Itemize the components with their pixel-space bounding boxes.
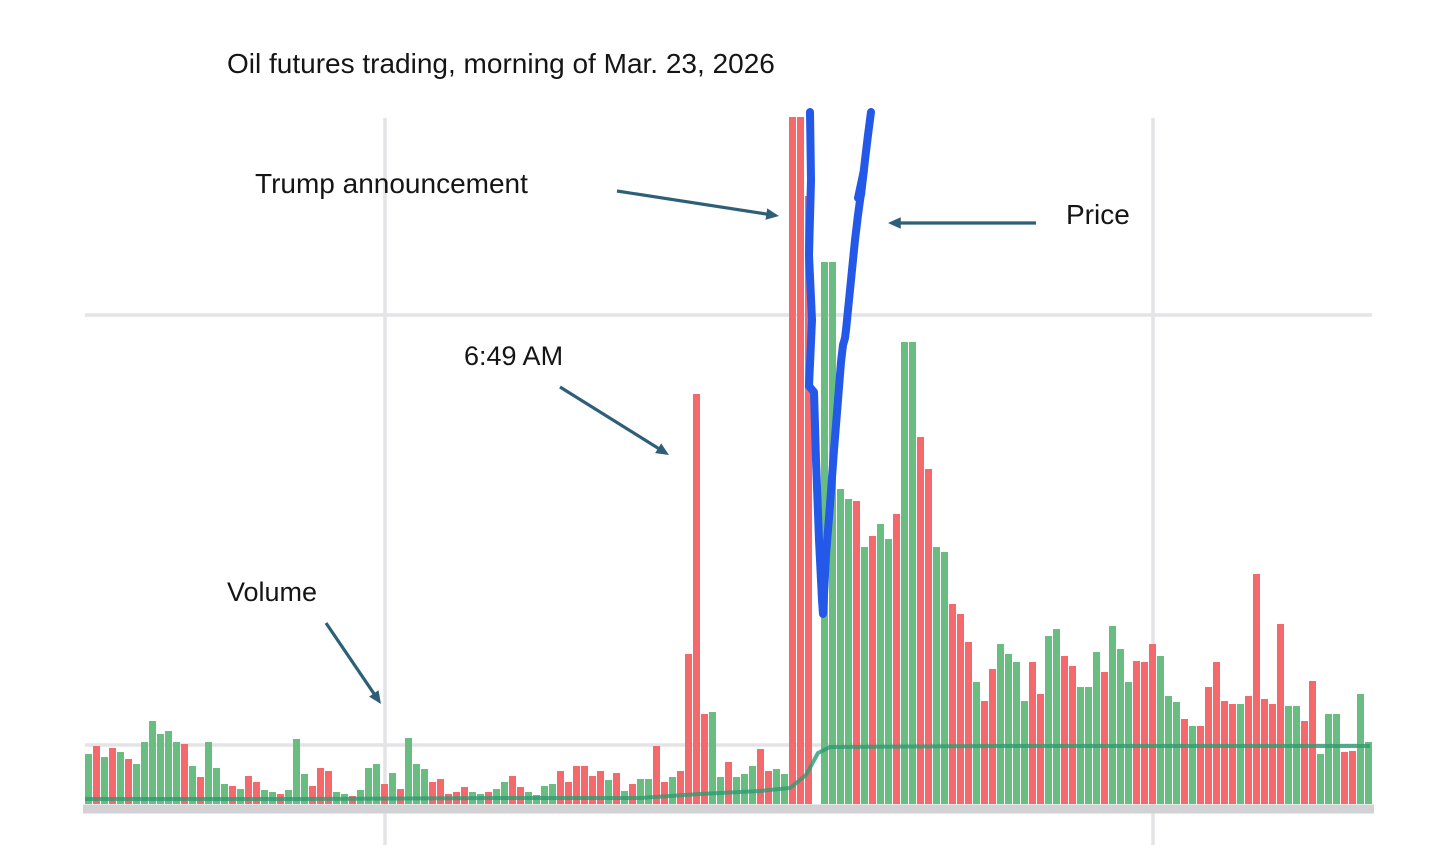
arrowhead-time: [655, 443, 669, 455]
annotation-arrows-layer: [324, 189, 1036, 704]
gridlines-layer: [83, 118, 1374, 845]
arrowhead-volume: [369, 690, 381, 704]
volume-bars-layer: [85, 117, 1372, 804]
volume-ma-line: [85, 744, 1370, 801]
annotation-volume-label: Volume: [227, 577, 318, 607]
arrowhead-price: [888, 217, 901, 229]
arrow-trump: [616, 189, 771, 217]
chart-title: Oil futures trading, morning of Mar. 23,…: [227, 48, 775, 79]
annotation-trump-announcement: Trump announcement: [255, 168, 528, 199]
arrow-time: [559, 385, 663, 452]
arrowhead-trump: [765, 208, 779, 220]
arrow-volume: [324, 622, 378, 698]
price-line: [805, 108, 875, 618]
annotation-price-label: Price: [1066, 199, 1130, 230]
annotation-649am-label: 6:49 AM: [464, 341, 564, 371]
